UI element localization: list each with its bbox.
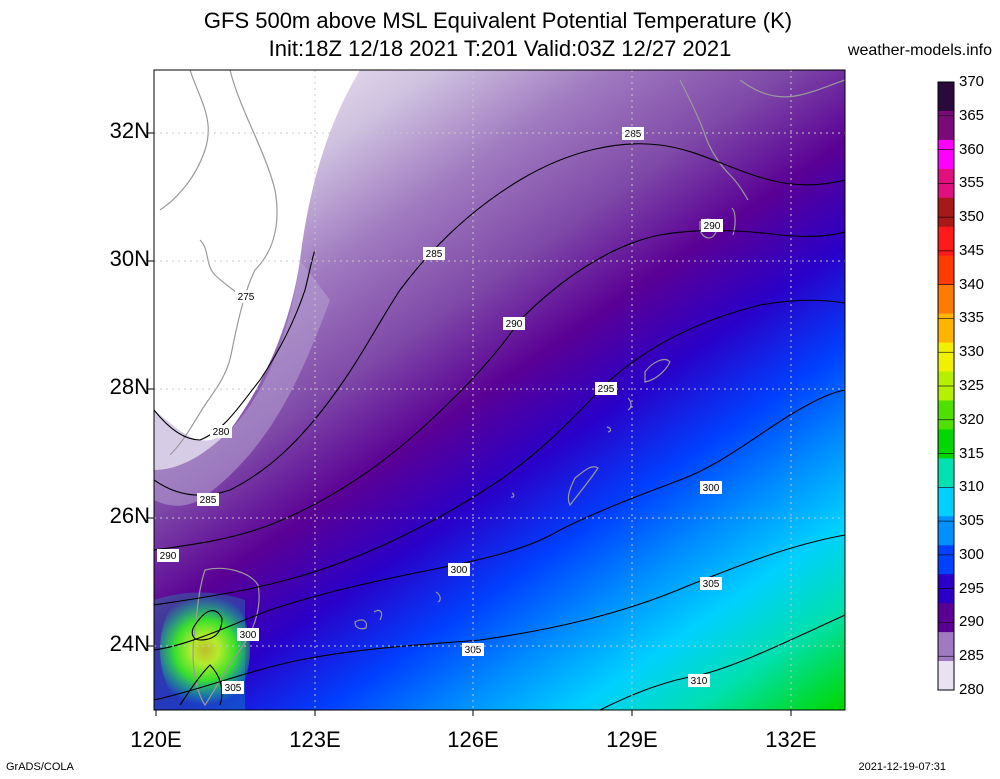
contour-label-280: 280 [213,427,230,438]
site-credit: weather-models.info [847,42,992,59]
contour-label-275: 275 [238,292,255,303]
colorbar-segment [938,632,954,662]
colorbar-tick-label: 285 [959,647,985,665]
colorbar-tick-label: 295 [959,579,985,597]
lat-label-32n: 32N [109,118,150,143]
lon-label-123e: 123E [289,727,341,752]
colorbar-tick-label: 330 [959,343,985,361]
lat-label-24n: 24N [109,631,150,656]
lon-label-126e: 126E [447,727,499,752]
footer-timestamp: 2021-12-19-07:31 [858,761,946,773]
contour-label-285-mid: 285 [426,249,443,260]
lon-label-132e: 132E [765,727,817,752]
colorbar-tick-label: 290 [959,613,985,631]
colorbar [937,81,955,691]
contour-label-300-mid: 300 [451,565,468,576]
colorbar-segment [938,342,954,373]
colorbar-tick-label: 350 [959,208,985,226]
contour-label-290-mid: 290 [506,319,523,330]
colorbar-tick-label: 335 [959,309,985,327]
colorbar-segment [938,603,954,633]
colorbar-tick-label: 345 [959,241,985,259]
lat-label-30n: 30N [109,246,150,271]
colorbar-segment [938,139,954,170]
colorbar-segment [938,284,954,315]
colorbar-tick-label: 340 [959,275,985,293]
lon-label-129e: 129E [606,727,658,752]
plot-frame [153,69,846,711]
colorbar-segment [938,487,954,517]
colorbar-tick-label: 355 [959,174,985,192]
colorbar-tick-label: 305 [959,512,985,530]
contour-label-295: 295 [598,384,615,395]
colorbar-segment [938,82,954,112]
contour-label-305-mid: 305 [465,645,482,656]
graticule [154,70,845,710]
warm-anomaly-taiwan [160,585,250,710]
contour-label-285-west: 285 [200,495,217,506]
lat-label-28n: 28N [109,374,150,399]
contour-lines [154,143,845,710]
colorbar-tick-label: 280 [959,681,985,698]
contour-label-290-east: 290 [704,221,721,232]
contour-label-305-east: 305 [703,579,720,590]
colorbar-segment [938,255,954,286]
contour-label-290-west: 290 [160,551,177,562]
contour-labels: 275 280 285 285 285 290 290 290 295 300 … [157,127,723,694]
colorbar-tick-label: 360 [959,140,985,158]
axis-ticks [148,132,792,716]
contour-label-310: 310 [691,676,708,687]
contour-label-300-east: 300 [703,483,720,494]
colorbar-tick-label: 325 [959,377,985,394]
map-subtitle: Init:18Z 12/18 2021 T:201 Valid:03Z 12/2… [268,36,732,61]
colorbar-tick-label: 300 [959,545,985,563]
colorbar-tick-label: 310 [959,478,985,496]
colorbar-segment [938,545,954,575]
lon-label-120e: 120E [130,727,182,752]
footer-software: GrADS/COLA [6,761,74,773]
map-title: GFS 500m above MSL Equivalent Potential … [203,8,793,33]
colorbar-segment [938,516,954,546]
contour-label-285-north: 285 [625,129,642,140]
colorbar-tick-label: 370 [959,73,985,90]
colorbar-segment [938,429,954,459]
colorbar-segment [938,110,954,141]
colorbar-segment [938,400,954,430]
lat-label-26n: 26N [109,503,150,528]
colorbar-segment [938,458,954,488]
colorbar-tick-label: 365 [959,106,985,124]
colorbar-segment [938,661,954,691]
contour-label-305-taiwan: 305 [225,683,242,694]
contour-label-300-taiwan: 300 [240,630,257,641]
colorbar-segment [938,313,954,344]
colorbar-tick-label: 320 [959,410,985,428]
land-mask-china [154,70,360,470]
colorbar-segment [938,197,954,228]
colorbar-tick-label: 315 [959,444,985,462]
colorbar-segment [938,226,954,257]
